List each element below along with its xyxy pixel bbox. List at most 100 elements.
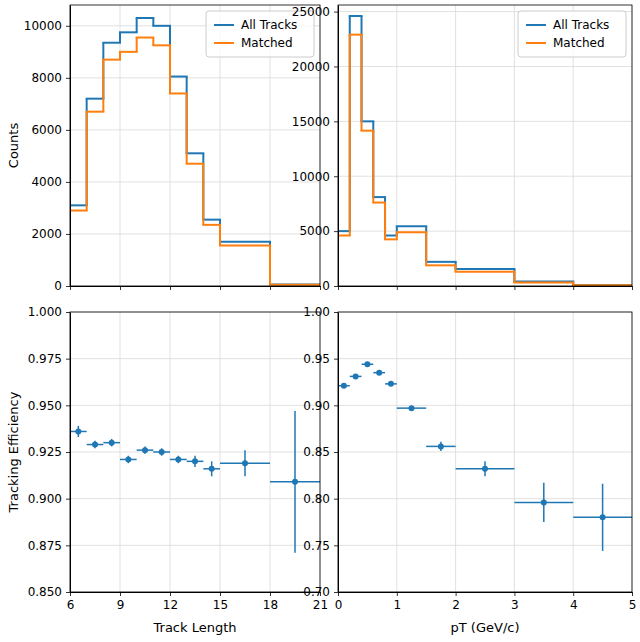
plot-frame (70, 5, 320, 286)
axis: 012345 (335, 592, 637, 612)
figure: 0200040006000800010000CountsAll TracksMa… (0, 0, 640, 642)
data-point (341, 383, 347, 389)
tick: 0 (335, 592, 343, 612)
data-point (75, 428, 81, 434)
tick: 5 (629, 592, 637, 612)
histogram-bin (373, 202, 385, 204)
histogram-bin (270, 284, 320, 286)
grid-line (514, 5, 515, 286)
step-riser (361, 35, 363, 131)
data-point (376, 370, 382, 376)
grid-line (70, 129, 320, 130)
histogram-bin (153, 25, 170, 27)
tick-mark (270, 592, 271, 596)
tick-label: 21 (313, 598, 328, 612)
tick-label: 4 (570, 598, 578, 612)
tick-label: 0.80 (303, 492, 330, 506)
grid (70, 5, 320, 286)
tick-label: 0.90 (303, 399, 330, 413)
grid-line (70, 498, 320, 499)
tick-mark (66, 545, 70, 546)
tick-label: 15000 (292, 115, 330, 129)
tick: 1.00 (303, 305, 338, 319)
grid-line (338, 231, 632, 232)
data-point (600, 514, 606, 520)
tick: 0.90 (303, 399, 338, 413)
tick-mark (334, 545, 338, 546)
tick-label: 15 (213, 598, 228, 612)
grid-line (338, 121, 632, 122)
tick: 5000 (299, 224, 338, 238)
legend-label: All Tracks (553, 18, 609, 32)
errorbar-series (338, 361, 632, 551)
histogram-bin (137, 37, 154, 39)
tick-label: 1 (393, 598, 401, 612)
tick (456, 286, 457, 290)
data-point (364, 361, 370, 367)
step-riser (152, 18, 154, 26)
data-point (438, 443, 444, 449)
tick-mark (632, 592, 633, 596)
tick (170, 286, 171, 290)
axis: 0500010000150002000025000 (292, 5, 339, 293)
legend-swatch (214, 24, 234, 26)
legend-swatch (526, 42, 546, 44)
tick-mark (456, 592, 457, 596)
tick: 0 (322, 279, 338, 293)
tick: 0.950 (28, 399, 70, 413)
tick (573, 286, 574, 290)
histogram-series (70, 18, 320, 286)
legend: All TracksMatched (518, 11, 626, 57)
tick-mark (170, 286, 171, 290)
tick-label: 0.95 (303, 352, 330, 366)
histogram-bin (385, 238, 397, 240)
tick-mark (338, 286, 339, 290)
tick: 0.85 (303, 445, 338, 459)
tick-mark (334, 176, 338, 177)
data-point (159, 449, 165, 455)
tick-mark (334, 12, 338, 13)
tick: 8000 (31, 71, 70, 85)
tick: 4 (570, 592, 578, 612)
tick: 1 (393, 592, 401, 612)
tick: 18 (263, 592, 278, 612)
tick-mark (573, 592, 574, 596)
histogram-bin (203, 224, 220, 226)
tick-label: 5000 (299, 224, 330, 238)
plot-area (70, 18, 320, 286)
histogram-bin (338, 235, 350, 237)
data-point (292, 479, 298, 485)
tick-mark (514, 592, 515, 596)
tick-label: 8000 (31, 71, 62, 85)
step-riser (136, 38, 138, 52)
tick: 10000 (292, 170, 338, 184)
tick-mark (66, 452, 70, 453)
grid-line (70, 181, 320, 182)
panel: 69121518210.8500.8750.9000.9250.9500.975… (6, 305, 329, 635)
tick-mark (66, 359, 70, 360)
grid-line (70, 545, 320, 546)
grid-line (70, 405, 320, 406)
histogram-bin (397, 225, 426, 227)
tick: 0.95 (303, 352, 338, 366)
tick-label: 10000 (292, 170, 330, 184)
tick-label: 2000 (31, 227, 62, 241)
tick-mark (66, 592, 70, 593)
tick-mark (66, 78, 70, 79)
axis-line (338, 313, 339, 593)
tick-mark (70, 592, 71, 596)
axis-line (71, 592, 321, 593)
tick-mark (334, 312, 338, 313)
tick-mark (66, 405, 70, 406)
tick: 3 (511, 592, 519, 612)
tick: 6 (67, 592, 75, 612)
axis-line (339, 286, 633, 287)
y-axis-title: Tracking Efficiency (6, 391, 21, 513)
tick-label: 0 (322, 279, 330, 293)
grid-line (338, 358, 632, 359)
step-riser (119, 32, 121, 42)
histogram-bin (70, 210, 87, 212)
tick: 0.850 (28, 585, 70, 599)
tick-mark (397, 286, 398, 290)
histogram-bin (220, 241, 270, 243)
